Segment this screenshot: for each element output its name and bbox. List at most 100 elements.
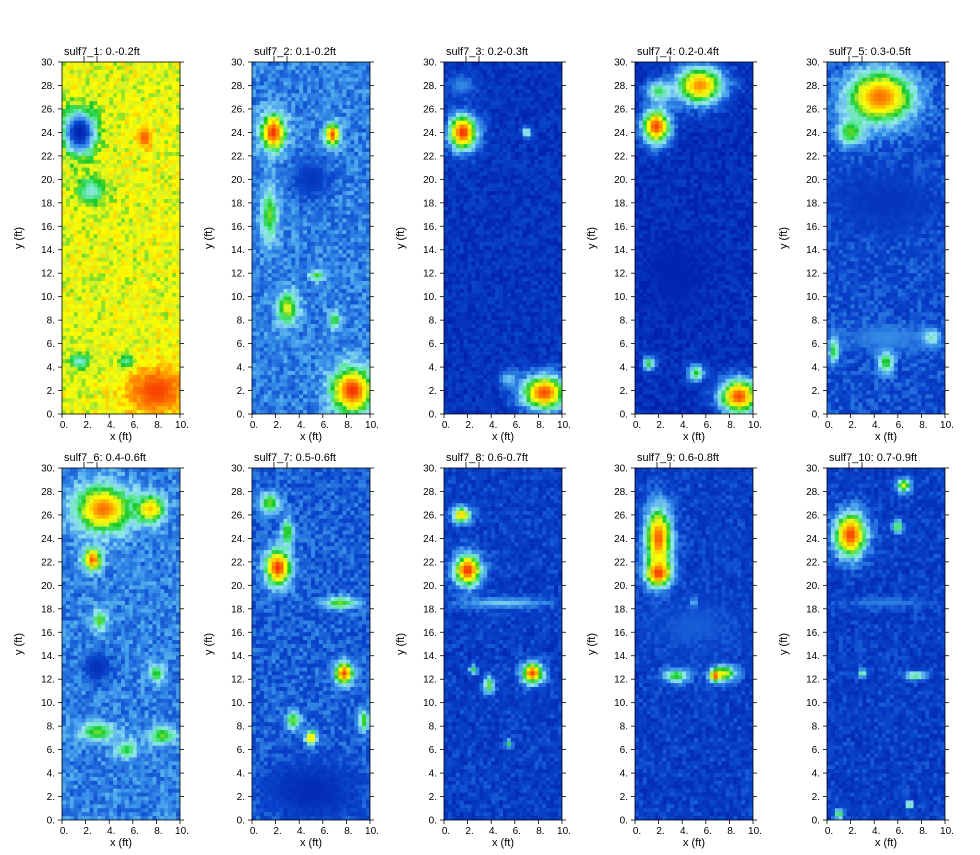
heatmap-cell <box>338 105 344 110</box>
heatmap-cell <box>326 269 332 274</box>
heatmap-cell <box>77 378 83 384</box>
heatmap-cell <box>334 390 340 396</box>
heatmap-cell <box>85 363 91 368</box>
heatmap-cell <box>156 410 161 414</box>
heatmap-cell <box>128 370 134 376</box>
heatmap-cell <box>65 175 71 180</box>
heatmap-cell <box>322 370 328 376</box>
heatmap-cell <box>117 105 122 110</box>
heatmap-cell <box>275 210 281 216</box>
heatmap-cell <box>330 316 336 321</box>
heatmap-cell <box>176 355 180 360</box>
heatmap-cell <box>152 128 157 133</box>
heatmap-cell <box>267 355 273 360</box>
heatmap-cell <box>326 394 332 399</box>
heatmap-cell <box>69 116 75 122</box>
heatmap-cell <box>85 320 91 325</box>
heatmap-cell <box>259 284 265 290</box>
heatmap-cell <box>144 136 150 141</box>
heatmap-cell <box>128 253 134 259</box>
heatmap-cell <box>93 116 98 122</box>
heatmap-cell <box>283 281 288 286</box>
heatmap-cell <box>307 97 312 102</box>
heatmap-cell <box>81 202 87 208</box>
heatmap-cell <box>152 296 157 302</box>
heatmap-cell <box>93 65 98 71</box>
heatmap-cell <box>172 394 177 399</box>
heatmap-cell <box>121 312 126 317</box>
heatmap-cell <box>307 402 312 407</box>
heatmap-cell <box>259 300 265 306</box>
heatmap-cell <box>299 81 304 87</box>
heatmap-cell <box>97 62 102 67</box>
heatmap-cell <box>168 77 173 83</box>
heatmap-cell <box>117 316 122 321</box>
heatmap-cell <box>271 238 277 243</box>
heatmap-cell <box>128 148 134 153</box>
heatmap-cell <box>73 296 79 302</box>
heatmap-cell <box>160 410 165 414</box>
heatmap-cell <box>144 81 150 87</box>
heatmap-cell <box>326 277 332 282</box>
heatmap-cell <box>346 226 351 231</box>
heatmap-cell <box>267 378 273 384</box>
heatmap-cell <box>156 179 161 184</box>
heatmap-cell <box>318 144 324 149</box>
heatmap-cell <box>156 304 161 309</box>
heatmap-cell <box>81 144 87 149</box>
heatmap-cell <box>97 355 102 360</box>
heatmap-cell <box>65 101 71 106</box>
heatmap-cell <box>338 187 344 192</box>
heatmap-cell <box>263 351 269 356</box>
heatmap-cell <box>152 230 157 235</box>
heatmap-cell <box>148 163 154 169</box>
heatmap-cell <box>172 410 177 414</box>
heatmap-cell <box>330 179 336 184</box>
heatmap-cell <box>346 241 351 247</box>
heatmap-cell <box>318 398 324 403</box>
heatmap-cell <box>252 214 257 220</box>
heatmap-cell <box>287 81 292 87</box>
heatmap-cell <box>259 128 265 133</box>
heatmap-cell <box>65 253 71 259</box>
heatmap-cell <box>109 226 114 231</box>
heatmap-cell <box>97 140 102 145</box>
heatmap-cell <box>299 69 304 75</box>
heatmap-cell <box>69 410 75 414</box>
heatmap-cell <box>77 402 83 407</box>
heatmap-cell <box>85 367 91 372</box>
heatmap-cell <box>303 171 308 177</box>
heatmap-cell <box>160 108 165 114</box>
heatmap-cell <box>62 69 67 75</box>
heatmap-cell <box>263 69 269 75</box>
heatmap-cell <box>322 202 328 208</box>
heatmap-cell <box>101 155 106 161</box>
heatmap-cell <box>65 97 71 102</box>
heatmap-cell <box>136 277 142 282</box>
heatmap-cell <box>117 198 122 204</box>
heatmap-cell <box>93 292 98 298</box>
heatmap-cell <box>255 355 261 360</box>
heatmap-cell <box>124 265 130 270</box>
heatmap-cell <box>109 159 114 165</box>
heatmap-cell <box>318 308 324 313</box>
heatmap-cell <box>311 359 316 364</box>
heatmap-cell <box>168 241 173 247</box>
heatmap-cell <box>342 140 347 145</box>
heatmap-cell <box>93 112 98 118</box>
heatmap-cell <box>124 222 130 227</box>
heatmap-cell <box>326 198 332 204</box>
heatmap-cell <box>295 234 300 239</box>
heatmap-cell <box>124 245 130 251</box>
heatmap-cell <box>144 85 150 90</box>
heatmap-cell <box>263 144 269 149</box>
heatmap-cell <box>291 277 296 282</box>
heatmap-cell <box>303 367 308 372</box>
heatmap-cell <box>140 320 146 325</box>
heatmap-cell <box>259 81 265 87</box>
heatmap-cell <box>338 339 344 345</box>
heatmap-cell <box>299 136 304 141</box>
heatmap-cell <box>287 367 292 372</box>
heatmap-cell <box>267 241 273 247</box>
heatmap-cell <box>295 390 300 396</box>
